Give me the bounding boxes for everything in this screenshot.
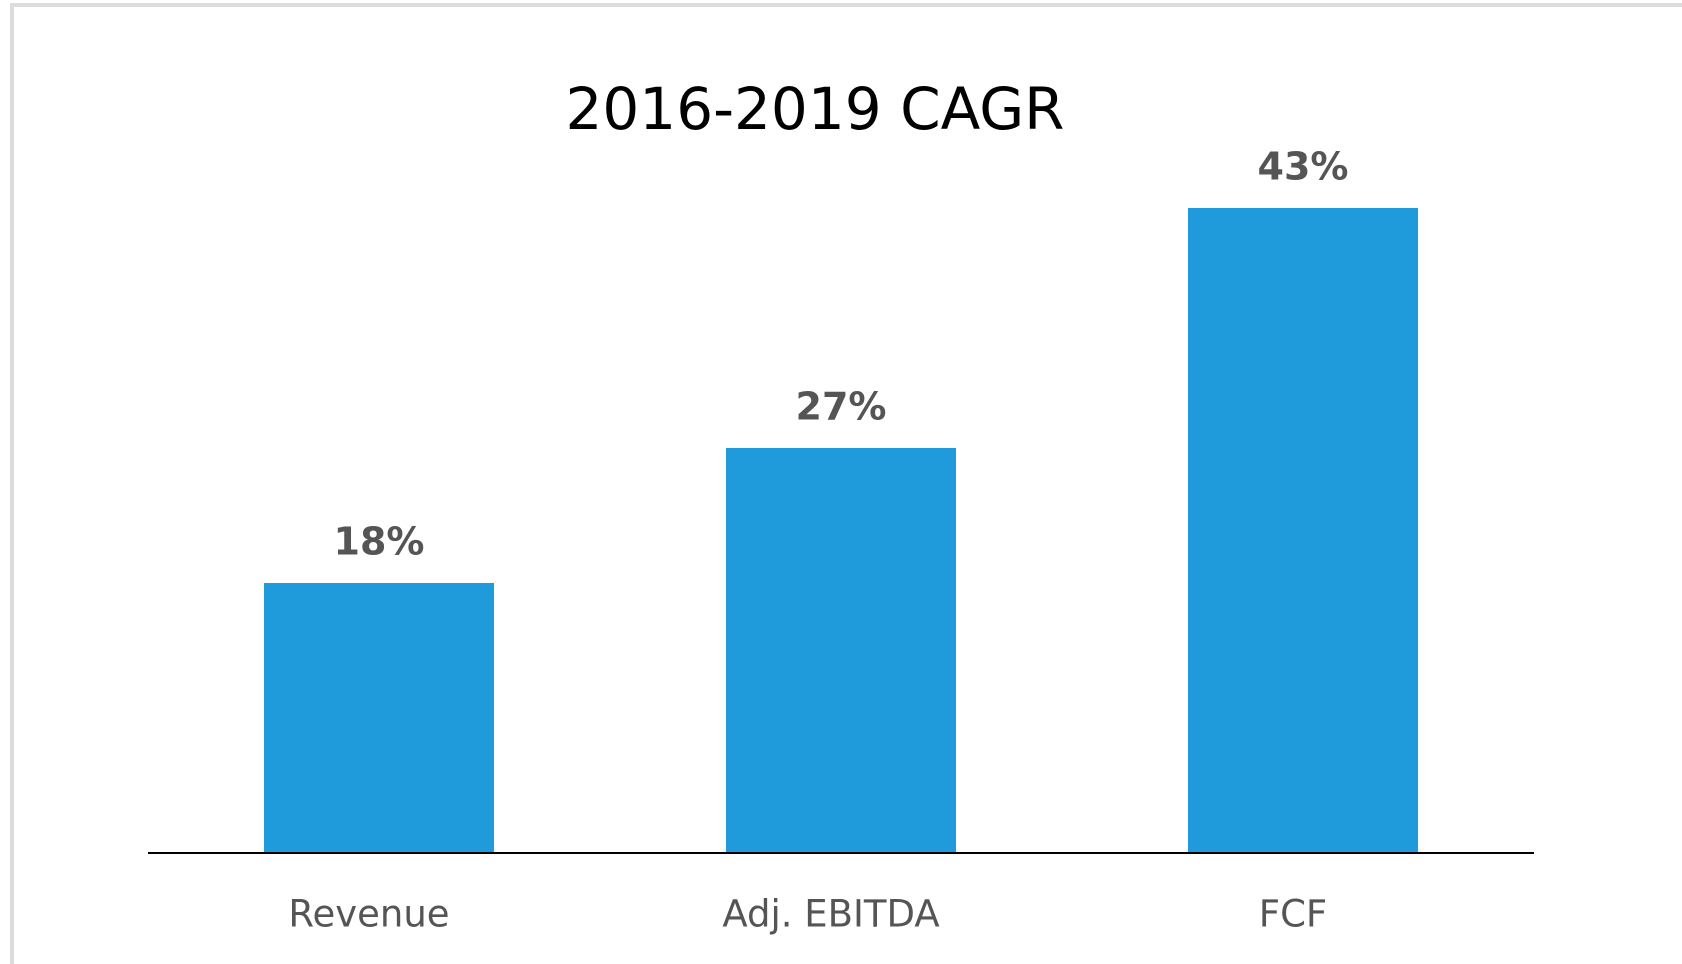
x-tick-label: FCF [1259, 893, 1327, 936]
value-label: 18% [334, 520, 425, 564]
x-tick-label: Adj. EBITDA [722, 893, 939, 936]
value-label: 27% [796, 385, 887, 429]
frame [10, 3, 1682, 964]
bar [264, 583, 494, 853]
chart-title: 2016-2019 CAGR [566, 75, 1065, 143]
x-tick-label: Revenue [288, 893, 449, 936]
bar [726, 448, 956, 853]
bar [1188, 208, 1418, 853]
value-label: 43% [1258, 145, 1349, 189]
